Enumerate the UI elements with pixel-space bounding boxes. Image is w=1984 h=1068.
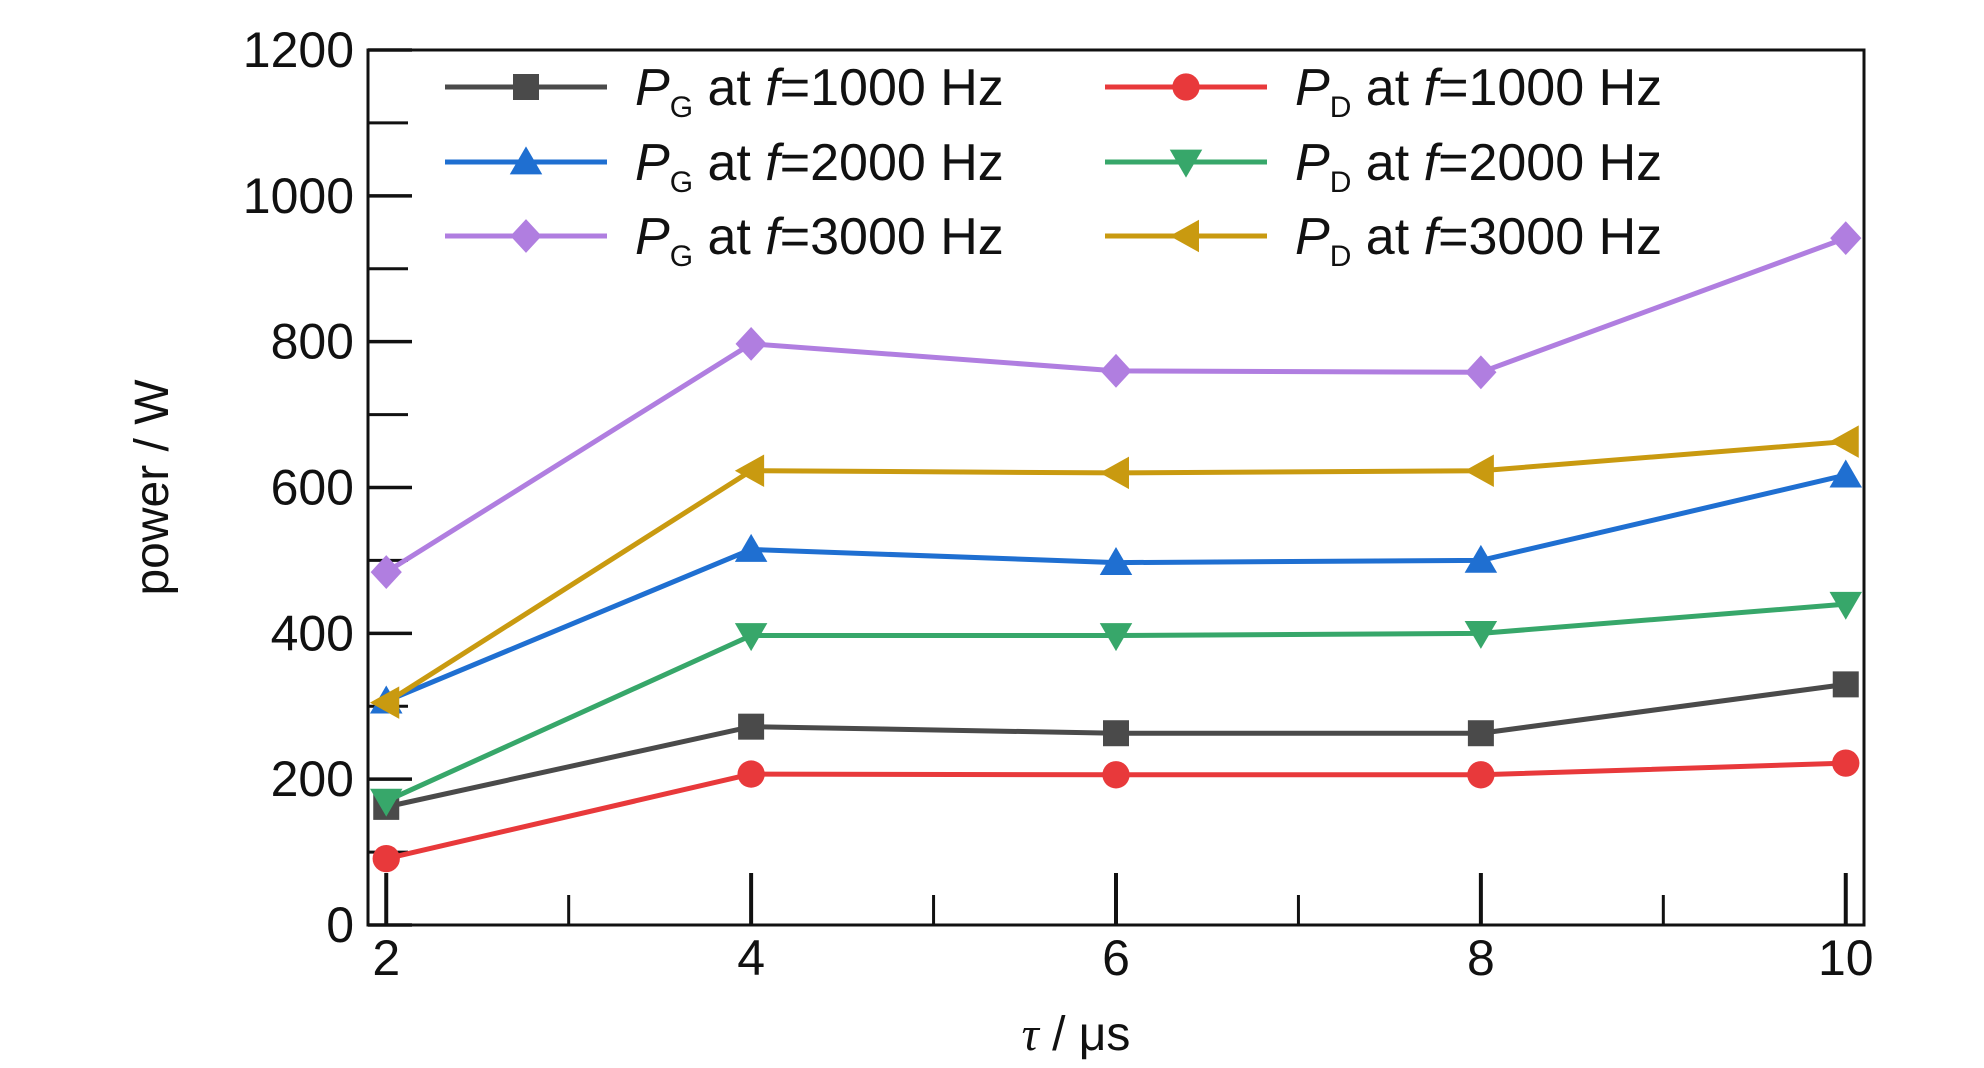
data-point <box>734 623 768 652</box>
data-point <box>1832 749 1860 777</box>
data-point <box>738 713 765 740</box>
legend-label: PD at f=1000 Hz <box>1295 59 1662 124</box>
legend-label: PD at f=3000 Hz <box>1295 208 1662 273</box>
data-point <box>1103 720 1129 747</box>
data-point <box>369 686 400 719</box>
data-point <box>1099 623 1133 652</box>
legend-marker <box>1172 73 1200 101</box>
legend: PG at f=1000 Hz PG at f=2000 Hz PG at f=30… <box>420 52 1720 277</box>
series-3 <box>369 459 1863 714</box>
legend-item: PD at f=1000 Hz <box>1105 59 1662 124</box>
axis-ticks: 0 200 400 600 800 1000 1200 2 4 6 8 10 <box>243 22 1874 986</box>
legend-item: PG at f=2000 Hz <box>445 134 1004 199</box>
data-point <box>1467 720 1494 747</box>
x-tick-label: 2 <box>372 930 400 986</box>
y-tick-label: 0 <box>326 897 354 953</box>
data-point <box>372 844 400 873</box>
legend-marker <box>1169 219 1199 253</box>
legend-item: PG at f=1000 Hz <box>445 59 1004 124</box>
legend-label: PG at f=2000 Hz <box>635 134 1004 199</box>
y-tick-label: 600 <box>271 460 354 516</box>
data-point <box>1829 425 1859 458</box>
x-tick-label: 10 <box>1818 930 1874 986</box>
data-point <box>1832 671 1859 698</box>
series-2 <box>372 749 1860 873</box>
legend-label: PD at f=2000 Hz <box>1295 134 1662 199</box>
data-point <box>1830 221 1862 256</box>
axis-labels: power / W τ / μs <box>126 379 1130 1061</box>
data-point <box>735 326 767 361</box>
x-tick-label: 6 <box>1102 930 1130 986</box>
series-line <box>384 235 1847 575</box>
legend-background <box>420 52 1720 277</box>
data-point <box>1464 544 1498 573</box>
data-point <box>734 533 768 562</box>
data-point <box>1099 547 1133 575</box>
y-axis-label: power / W <box>126 379 179 596</box>
data-point <box>734 454 765 487</box>
legend-item: PD at f=3000 Hz <box>1105 208 1662 273</box>
data-point <box>370 555 402 589</box>
legend-marker <box>1169 149 1203 178</box>
series-6 <box>369 425 1859 719</box>
x-tick-label: 8 <box>1467 930 1495 986</box>
series-5 <box>370 221 1862 589</box>
x-tick-label: 4 <box>737 930 765 986</box>
data-point <box>1464 620 1498 649</box>
data-point <box>737 760 765 788</box>
data-point <box>1102 761 1130 789</box>
data-point <box>1465 355 1497 390</box>
series-4 <box>369 591 1863 817</box>
x-axis-label: τ / μs <box>1022 1008 1131 1061</box>
data-point <box>1829 591 1863 620</box>
legend-marker <box>510 219 542 253</box>
data-point <box>1464 454 1494 487</box>
data-point <box>1099 456 1129 490</box>
data-point <box>369 788 403 817</box>
data-point <box>1829 459 1863 488</box>
series-line <box>385 472 1847 704</box>
series-1 <box>373 671 1859 820</box>
legend-label: PG at f=1000 Hz <box>635 59 1004 124</box>
series-group <box>369 221 1863 873</box>
legend-item: PG at f=3000 Hz <box>445 208 1004 273</box>
data-point <box>1100 353 1132 388</box>
legend-label: PG at f=3000 Hz <box>635 208 1004 273</box>
legend-item: PD at f=2000 Hz <box>1105 134 1662 199</box>
data-point <box>1467 761 1495 789</box>
legend-marker <box>509 146 543 175</box>
y-tick-label: 1200 <box>243 22 354 78</box>
y-tick-label: 800 <box>271 314 354 370</box>
y-tick-label: 1000 <box>243 168 354 224</box>
legend-marker <box>513 74 539 100</box>
y-tick-label: 200 <box>271 751 354 807</box>
y-tick-label: 400 <box>271 605 354 661</box>
